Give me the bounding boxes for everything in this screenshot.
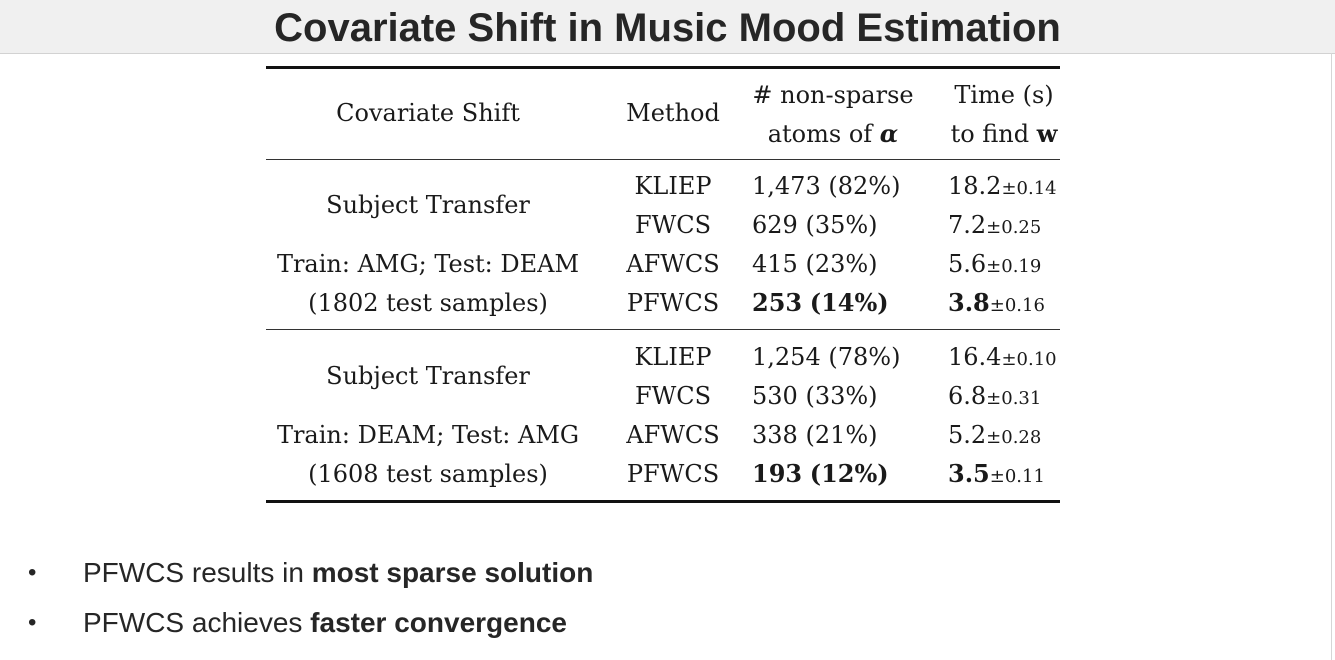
shift-label: Train: DEAM; Test: AMG xyxy=(276,421,580,449)
method-cell: KLIEP xyxy=(634,343,712,371)
time-cell-best: 3.5±0.11 xyxy=(948,459,1045,488)
method-cell: PFWCS xyxy=(626,460,720,488)
bullet-marker: • xyxy=(28,609,37,636)
header-rule xyxy=(266,159,1060,160)
method-cell: PFWCS xyxy=(626,289,720,317)
header-covariate-shift: Covariate Shift xyxy=(336,99,520,127)
table-bottom-rule xyxy=(266,500,1060,503)
bullet-text: PFWCS results in most sparse solution xyxy=(83,557,594,588)
table-top-rule xyxy=(266,66,1060,69)
atoms-cell: 338 (21%) xyxy=(752,421,878,449)
header-atoms-line1: # non-sparse xyxy=(752,81,914,109)
time-cell: 6.8±0.31 xyxy=(948,382,1042,410)
method-cell: AFWCS xyxy=(626,421,720,449)
bullet-item: • PFWCS achieves faster convergence xyxy=(0,600,1335,640)
method-cell: AFWCS xyxy=(626,250,720,278)
time-cell-best: 3.8±0.16 xyxy=(948,288,1045,317)
header-atoms-line2: atoms of α xyxy=(767,119,899,149)
atoms-cell: 629 (35%) xyxy=(752,211,878,239)
method-cell: FWCS xyxy=(634,382,712,410)
shift-label: Subject Transfer xyxy=(326,362,530,390)
group-rule xyxy=(266,329,1060,330)
header-time-line2: to find w xyxy=(950,119,1058,149)
header-method: Method xyxy=(626,99,720,127)
atoms-cell-best: 253 (14%) xyxy=(752,288,889,317)
shift-label: Subject Transfer xyxy=(326,191,530,219)
bullet-item: • PFWCS results in most sparse solution xyxy=(0,550,1335,590)
method-cell: KLIEP xyxy=(634,172,712,200)
time-cell: 5.2±0.28 xyxy=(948,421,1042,449)
atoms-cell-best: 193 (12%) xyxy=(752,459,889,488)
atoms-cell: 415 (23%) xyxy=(752,250,878,278)
bullet-text: PFWCS achieves faster convergence xyxy=(83,607,567,638)
method-cell: FWCS xyxy=(634,211,712,239)
time-cell: 16.4±0.10 xyxy=(948,343,1057,371)
shift-label: (1802 test samples) xyxy=(308,289,548,317)
bullet-marker: • xyxy=(28,559,37,586)
shift-label: (1608 test samples) xyxy=(308,460,548,488)
time-cell: 7.2±0.25 xyxy=(948,211,1042,239)
right-divider xyxy=(1331,53,1332,660)
atoms-cell: 1,473 (82%) xyxy=(752,172,901,200)
slide-title: Covariate Shift in Music Mood Estimation xyxy=(274,6,1061,50)
shift-label: Train: AMG; Test: DEAM xyxy=(276,250,580,278)
header-time-line1: Time (s) xyxy=(954,81,1054,109)
time-cell: 18.2±0.14 xyxy=(948,172,1057,200)
time-cell: 5.6±0.19 xyxy=(948,250,1042,278)
atoms-cell: 1,254 (78%) xyxy=(752,343,901,371)
title-bar xyxy=(0,0,1335,54)
atoms-cell: 530 (33%) xyxy=(752,382,878,410)
